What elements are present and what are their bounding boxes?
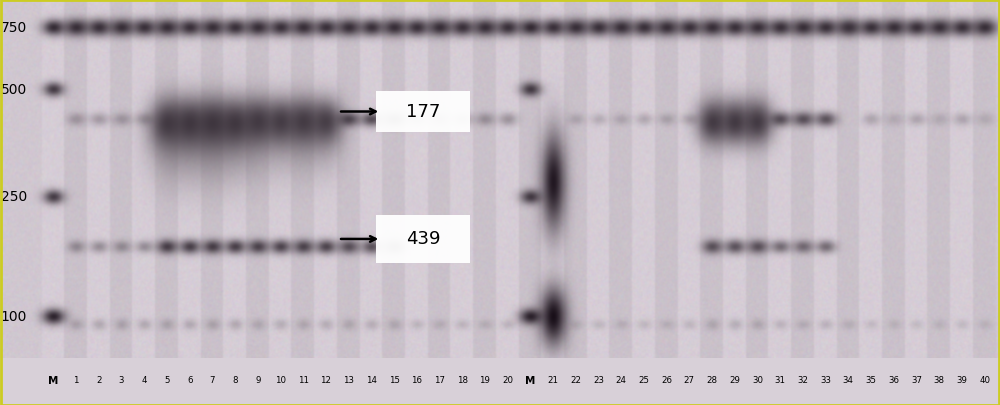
Text: 439: 439 xyxy=(406,230,440,248)
Text: M: M xyxy=(48,376,59,386)
Text: 32: 32 xyxy=(797,376,808,385)
Text: 11: 11 xyxy=(298,376,309,385)
Text: 13: 13 xyxy=(343,376,354,385)
Text: 7: 7 xyxy=(210,376,215,385)
Text: 10: 10 xyxy=(275,376,286,385)
Text: 19: 19 xyxy=(479,376,490,385)
Text: 18: 18 xyxy=(457,376,468,385)
Text: 21: 21 xyxy=(548,376,559,385)
Text: 14: 14 xyxy=(366,376,377,385)
Text: 100: 100 xyxy=(1,309,27,324)
Text: 500: 500 xyxy=(1,83,27,97)
Text: 177: 177 xyxy=(406,102,440,121)
Text: 25: 25 xyxy=(638,376,649,385)
Text: 22: 22 xyxy=(570,376,581,385)
Text: 35: 35 xyxy=(866,376,877,385)
Text: 31: 31 xyxy=(775,376,786,385)
Text: 37: 37 xyxy=(911,376,922,385)
Text: 34: 34 xyxy=(843,376,854,385)
Text: 17: 17 xyxy=(434,376,445,385)
Text: M: M xyxy=(525,376,536,386)
Text: 4: 4 xyxy=(141,376,147,385)
Text: 36: 36 xyxy=(888,376,899,385)
Text: 29: 29 xyxy=(729,376,740,385)
Text: 12: 12 xyxy=(320,376,331,385)
Text: 3: 3 xyxy=(119,376,124,385)
Text: 15: 15 xyxy=(389,376,400,385)
Text: 40: 40 xyxy=(979,376,990,385)
Text: 38: 38 xyxy=(934,376,945,385)
Text: 5: 5 xyxy=(164,376,170,385)
Text: 33: 33 xyxy=(820,376,831,385)
Text: 24: 24 xyxy=(616,376,627,385)
FancyBboxPatch shape xyxy=(376,215,470,263)
Text: 20: 20 xyxy=(502,376,513,385)
Text: 30: 30 xyxy=(752,376,763,385)
Text: 16: 16 xyxy=(411,376,422,385)
Text: 26: 26 xyxy=(661,376,672,385)
FancyBboxPatch shape xyxy=(376,91,470,132)
Text: 23: 23 xyxy=(593,376,604,385)
Text: 1: 1 xyxy=(73,376,79,385)
Text: 9: 9 xyxy=(255,376,260,385)
Text: 39: 39 xyxy=(956,376,967,385)
Text: 28: 28 xyxy=(707,376,718,385)
Text: 250: 250 xyxy=(1,190,27,204)
Text: 750: 750 xyxy=(1,21,27,35)
Text: 2: 2 xyxy=(96,376,102,385)
Text: 8: 8 xyxy=(232,376,238,385)
Text: 6: 6 xyxy=(187,376,192,385)
Text: 27: 27 xyxy=(684,376,695,385)
